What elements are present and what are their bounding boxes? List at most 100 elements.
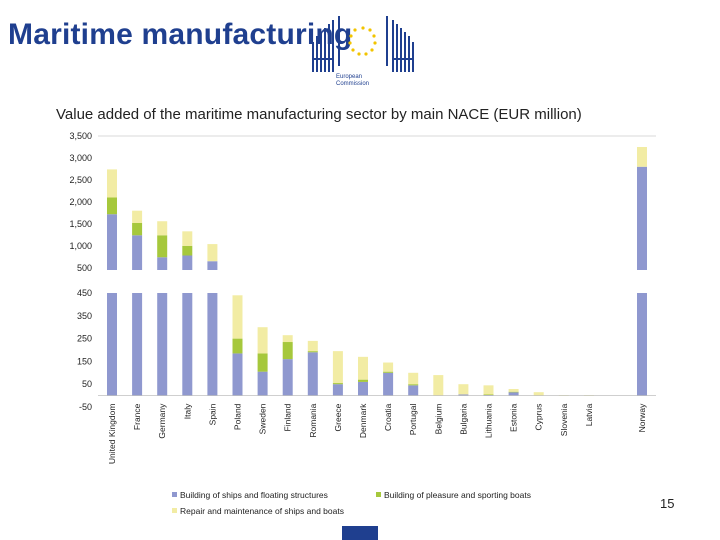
bar-segment <box>637 293 647 396</box>
bar-segment <box>107 169 117 198</box>
x-tick-label: Latvia <box>584 403 594 426</box>
bar-segment <box>408 372 419 385</box>
bar-segment <box>132 210 143 223</box>
legend-swatch <box>172 492 177 497</box>
bar-segment <box>232 353 243 396</box>
bar-segment <box>232 338 243 354</box>
x-tick-label: Romania <box>308 403 318 437</box>
bar-segment <box>157 235 168 258</box>
bar-segment <box>358 381 368 396</box>
bar-segment <box>132 235 143 270</box>
y-tick-label-lower: 450 <box>77 288 92 298</box>
x-tick-label: Italy <box>182 403 192 419</box>
bar-segment <box>332 351 343 384</box>
bar-segment <box>433 375 444 396</box>
bar-segment <box>483 385 494 395</box>
bar-segment <box>107 197 117 215</box>
bar-segment <box>282 335 293 343</box>
y-tick-label-lower: 350 <box>77 311 92 321</box>
x-tick-label: Bulgaria <box>458 403 468 434</box>
y-tick-label-upper: 3,000 <box>69 153 92 163</box>
y-tick-label-lower: 250 <box>77 334 92 344</box>
bar-segment <box>637 146 647 167</box>
bar-segment <box>508 388 519 392</box>
slide-title: Maritime manufacturing <box>8 18 353 51</box>
bar-segment <box>483 394 494 396</box>
x-tick-label: Germany <box>157 403 167 439</box>
stacked-bar-chart: 500 1,000 1,500 2,000 2,500 3,000 3,500 -50 50 15… <box>69 131 656 516</box>
y-tick-label-lower: -50 <box>79 402 92 412</box>
x-tick-label: Greece <box>333 403 343 431</box>
bar-segment <box>257 327 268 354</box>
legend-label: Building of pleasure and sporting boats <box>384 490 531 500</box>
bar-segment <box>157 221 168 236</box>
bar-segment <box>358 356 368 380</box>
bar-segment <box>307 351 318 353</box>
bar-segment <box>637 166 647 270</box>
bar-segment <box>508 392 519 396</box>
bar-segment <box>383 371 394 373</box>
bar-segment <box>157 257 168 270</box>
x-tick-label: Estonia <box>509 403 519 432</box>
x-tick-label: Poland <box>233 403 243 430</box>
bar-segment <box>307 352 318 396</box>
bar-segment <box>132 222 143 236</box>
y-tick-label-upper: 500 <box>77 263 92 273</box>
x-tick-label: Slovenia <box>559 403 569 436</box>
slide-header: Maritime manufacturing <box>0 0 720 87</box>
page-number: 15 <box>660 496 675 511</box>
bar-segment <box>207 293 218 396</box>
x-tick-label: Lithuania <box>484 403 494 438</box>
bar-segment <box>358 379 368 382</box>
x-tick-label: Portugal <box>408 404 418 436</box>
y-tick-label-upper: 2,000 <box>69 197 92 207</box>
x-tick-label: Spain <box>207 403 217 425</box>
bar-segment <box>458 384 469 395</box>
x-tick-label: Denmark <box>358 403 368 438</box>
european-commission-logo <box>312 16 414 72</box>
bar-segment <box>182 231 193 246</box>
bar-segment <box>533 392 544 396</box>
x-tick-label: Norway <box>637 403 647 433</box>
y-tick-label-lower: 150 <box>77 356 92 366</box>
bar-segment <box>207 261 218 270</box>
chart-subtitle: Value added of the maritime manufacturin… <box>56 106 582 123</box>
bar-segment <box>383 362 394 372</box>
logo-text: European Commission <box>336 74 370 87</box>
y-tick-label-upper: 2,500 <box>69 175 92 185</box>
bar-segment <box>508 391 519 393</box>
bar-segment <box>182 293 193 396</box>
x-tick-label: Belgium <box>433 404 443 435</box>
bar-segment <box>332 384 343 396</box>
x-tick-label: Croatia <box>383 403 393 431</box>
bar-segment <box>107 293 117 396</box>
bar-segment <box>182 255 193 270</box>
bar-segment <box>232 295 243 339</box>
y-tick-label-upper: 1,500 <box>69 219 92 229</box>
x-tick-label: United Kingdom <box>107 404 117 464</box>
legend-label: Building of ships and floating structure… <box>180 490 328 500</box>
bar-segment <box>408 384 419 386</box>
legend-label: Repair and maintenance of ships and boat… <box>180 506 344 516</box>
bar-segment <box>182 245 193 256</box>
y-tick-label-lower: 50 <box>82 379 92 389</box>
x-tick-label: Finland <box>283 403 293 431</box>
bar-segment <box>307 340 318 352</box>
bar-segment <box>157 293 168 396</box>
bar-segment <box>282 359 293 396</box>
x-tick-label: France <box>132 403 142 430</box>
footer-flag-icon <box>342 526 378 540</box>
bar-segment <box>408 385 419 396</box>
bar-segment <box>207 244 218 262</box>
bar-segment <box>107 214 117 270</box>
bar-segment <box>332 383 343 385</box>
bar-segment <box>458 394 469 396</box>
y-tick-label-upper: 1,000 <box>69 241 92 251</box>
legend-swatch <box>376 492 381 497</box>
bar-segment <box>282 342 293 360</box>
bar-segment <box>257 353 268 372</box>
legend-swatch <box>172 508 177 513</box>
x-tick-label: Sweden <box>258 403 268 434</box>
bar-segment <box>383 372 394 396</box>
y-tick-label-upper: 3,500 <box>69 131 92 141</box>
